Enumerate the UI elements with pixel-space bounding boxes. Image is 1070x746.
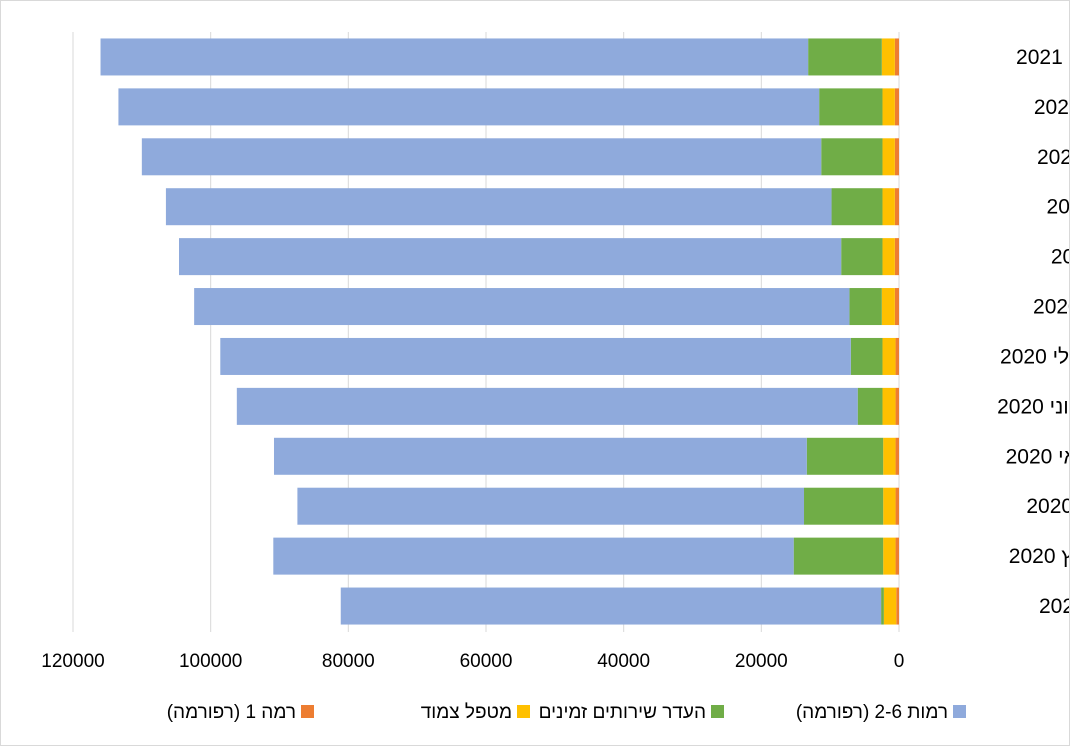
bar-segment bbox=[850, 337, 883, 375]
bar-segment bbox=[806, 437, 884, 475]
legend-label: העדר שירותים זמינים bbox=[539, 702, 706, 723]
bar-segment bbox=[882, 138, 895, 176]
bar-segment bbox=[895, 487, 899, 525]
category-label: אוקטובר 2020 bbox=[1047, 196, 1069, 219]
bar-segment bbox=[895, 337, 899, 375]
bar-segment bbox=[894, 88, 899, 126]
bar-segment bbox=[882, 238, 895, 276]
bar-segment bbox=[141, 138, 822, 176]
bar-segment bbox=[894, 38, 899, 76]
bar-segment bbox=[819, 88, 883, 126]
legend-swatch bbox=[301, 705, 314, 718]
bar-segment bbox=[882, 188, 895, 226]
category-label: מרץ 2020 bbox=[1009, 545, 1069, 568]
bar-segment bbox=[793, 537, 884, 575]
x-tick-label: 0 bbox=[894, 651, 905, 672]
bar-segment bbox=[821, 138, 883, 176]
bar-segment bbox=[857, 387, 883, 425]
category-labels: ינואר 2021 דצמבר 2020 נובמבר 2020 אוקטובר 2… bbox=[997, 46, 1069, 618]
bar-segment bbox=[895, 537, 899, 575]
category-label: מאי 2020 bbox=[1006, 445, 1069, 468]
category-label: יולי 2020 bbox=[1000, 345, 1069, 368]
bar-segment bbox=[808, 38, 882, 76]
gridlines bbox=[72, 32, 900, 632]
bar-segment bbox=[340, 587, 882, 625]
x-axis-tick-labels: 0 20000 40000 60000 80000 100000 120000 bbox=[41, 651, 904, 672]
bar-segment bbox=[896, 587, 899, 625]
category-label: נובמבר 2020 bbox=[1037, 146, 1069, 169]
bar-segment bbox=[179, 238, 842, 276]
bar-segment bbox=[894, 138, 899, 176]
legend-label: מטפל צמוד bbox=[421, 702, 512, 723]
bar-segment bbox=[236, 387, 858, 425]
category-label: אוגוסט 2020 bbox=[1033, 296, 1069, 319]
category-label: פברואר 2020 bbox=[1039, 595, 1069, 618]
bar-segment bbox=[882, 387, 896, 425]
x-tick-label: 120000 bbox=[41, 651, 104, 672]
bar-segment bbox=[165, 188, 832, 226]
bar-segment bbox=[831, 188, 883, 226]
bar-segment bbox=[882, 88, 895, 126]
category-label: יוני 2020 bbox=[997, 395, 1069, 418]
bar-segment bbox=[881, 587, 884, 625]
bar-segment bbox=[804, 487, 884, 525]
x-tick-label: 20000 bbox=[735, 651, 788, 672]
bar-segment bbox=[883, 537, 896, 575]
bar-segment bbox=[895, 387, 899, 425]
bar-segment bbox=[881, 288, 895, 326]
x-tick-label: 60000 bbox=[460, 651, 513, 672]
bar-segment bbox=[895, 437, 899, 475]
bar-segment bbox=[894, 238, 899, 276]
category-label: דצמבר 2020 bbox=[1034, 96, 1069, 119]
bar-segment bbox=[849, 288, 882, 326]
legend-label: רמה 1 (רפורמה) bbox=[167, 702, 296, 723]
bar-segment bbox=[194, 288, 850, 326]
bar-segment bbox=[881, 38, 895, 76]
legend-swatch bbox=[711, 705, 724, 718]
legend-swatch bbox=[953, 705, 966, 718]
bar-segment bbox=[841, 238, 883, 276]
bar-segment bbox=[883, 487, 896, 525]
bar-segment bbox=[100, 38, 809, 76]
legend: רמות 2-6 (רפורמה) העדר שירותים זמינים מטפל… bbox=[167, 702, 966, 723]
category-label: ספטמבר 2020 bbox=[1051, 246, 1069, 269]
bar-segment bbox=[883, 437, 896, 475]
bar-segment bbox=[883, 587, 897, 625]
bar-segment bbox=[273, 537, 794, 575]
category-label: אפריל 2020 bbox=[1026, 495, 1069, 518]
bars bbox=[100, 38, 899, 625]
x-tick-label: 40000 bbox=[597, 651, 650, 672]
bar-segment bbox=[882, 337, 896, 375]
legend-swatch bbox=[517, 705, 530, 718]
x-tick-label: 80000 bbox=[322, 651, 375, 672]
bar-segment bbox=[894, 288, 899, 326]
legend-label: רמות 2-6 (רפורמה) bbox=[796, 702, 948, 723]
bar-segment bbox=[297, 487, 805, 525]
bar-segment bbox=[894, 188, 899, 226]
bar-segment bbox=[273, 437, 807, 475]
x-tick-label: 100000 bbox=[179, 651, 242, 672]
bar-segment bbox=[118, 88, 820, 126]
category-label: ינואר 2021 bbox=[1016, 46, 1069, 69]
bar-segment bbox=[220, 337, 851, 375]
